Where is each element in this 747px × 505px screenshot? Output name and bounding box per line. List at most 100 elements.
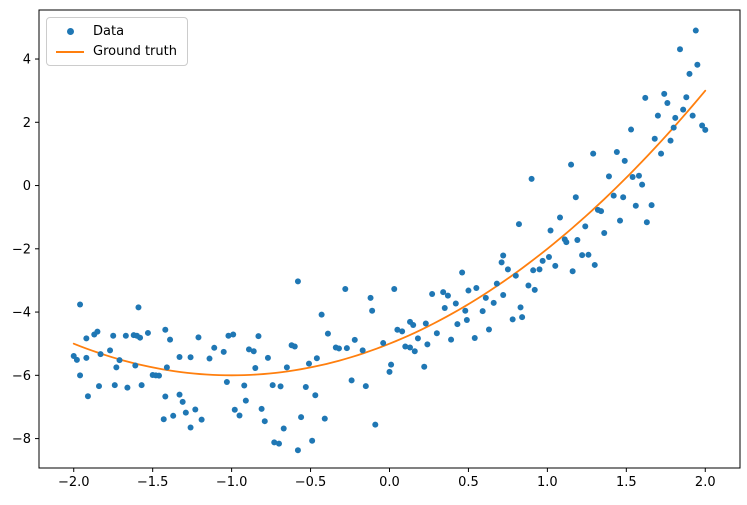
data-point: [269, 382, 276, 389]
data-point: [613, 149, 620, 156]
data-point: [231, 406, 238, 413]
data-point: [312, 392, 319, 399]
data-point: [116, 357, 123, 364]
data-point: [547, 227, 554, 234]
data-point: [250, 348, 257, 355]
data-point: [309, 437, 316, 444]
data-point: [670, 124, 677, 131]
data-point: [605, 173, 612, 180]
data-point: [343, 345, 350, 352]
data-point: [568, 161, 575, 168]
data-point: [138, 382, 145, 389]
data-point: [195, 334, 202, 341]
data-point: [255, 333, 262, 340]
data-point: [598, 208, 605, 215]
data-point: [192, 406, 199, 413]
data-point: [176, 391, 183, 398]
y-tick-label: 2: [23, 116, 31, 131]
data-point: [509, 316, 516, 323]
data-point: [225, 332, 232, 339]
data-point: [162, 326, 169, 333]
data-point: [252, 365, 259, 372]
data-point: [411, 348, 418, 355]
data-point: [500, 291, 507, 298]
data-point: [620, 194, 627, 201]
data-point: [629, 174, 636, 181]
x-tick-label: 0.0: [379, 475, 400, 490]
data-point: [298, 414, 305, 421]
data-point: [324, 330, 331, 337]
data-point: [380, 340, 387, 347]
data-point: [96, 383, 102, 390]
data-point: [110, 332, 117, 339]
data-point: [429, 291, 436, 298]
data-point: [465, 287, 472, 294]
data-point: [504, 266, 511, 273]
data-point: [621, 157, 628, 164]
legend: Data Ground truth: [46, 17, 188, 66]
data-point: [454, 321, 461, 328]
data-point: [294, 278, 301, 285]
data-point: [654, 112, 661, 119]
data-point: [170, 412, 177, 419]
data-point: [661, 90, 668, 97]
data-point: [351, 336, 358, 343]
data-point: [359, 347, 366, 354]
data-point: [206, 355, 213, 362]
legend-marker-area: [55, 28, 85, 35]
data-point: [77, 301, 84, 308]
data-point: [362, 383, 369, 390]
data-point: [313, 355, 320, 362]
y-tick-label: 4: [23, 53, 31, 68]
data-point: [124, 384, 131, 391]
data-point: [539, 257, 546, 264]
data-point: [302, 384, 309, 391]
data-point: [73, 356, 80, 363]
data-point: [667, 137, 674, 144]
data-point: [479, 308, 486, 315]
data-point: [628, 126, 635, 133]
data-point: [84, 393, 91, 400]
data-point: [198, 416, 205, 423]
data-point: [414, 335, 421, 342]
data-point: [305, 360, 312, 367]
data-point: [448, 336, 455, 343]
x-tick-label: −0.5: [295, 475, 327, 490]
data-point: [421, 363, 428, 370]
x-tick-label: 0.5: [458, 475, 479, 490]
data-point: [187, 424, 194, 431]
legend-marker-area: [55, 50, 85, 53]
data-point: [179, 398, 186, 405]
data-point: [321, 415, 328, 422]
data-point: [388, 361, 395, 368]
data-point: [277, 383, 284, 390]
y-tick-label: 0: [23, 179, 31, 194]
data-point: [422, 320, 429, 327]
data-point: [686, 70, 693, 77]
data-point: [399, 328, 406, 335]
data-point: [552, 262, 559, 269]
x-tick-label: −1.0: [216, 475, 248, 490]
data-point: [433, 330, 440, 337]
data-point: [530, 267, 537, 274]
data-point: [689, 112, 696, 119]
data-point: [498, 259, 505, 266]
data-point: [220, 348, 227, 355]
data-point: [407, 344, 414, 351]
data-point: [291, 343, 298, 350]
data-point: [493, 280, 500, 287]
data-point: [648, 202, 655, 209]
data-point: [294, 447, 301, 454]
data-point: [137, 334, 144, 341]
data-point: [525, 282, 532, 289]
data-point: [462, 307, 469, 314]
legend-label-data: Data: [93, 24, 125, 39]
data-point: [410, 322, 417, 329]
data-point: [632, 202, 639, 209]
data-point: [245, 346, 252, 353]
x-tick-label: −2.0: [58, 475, 90, 490]
data-point: [176, 353, 183, 360]
data-point: [702, 126, 709, 133]
data-point: [107, 347, 114, 354]
